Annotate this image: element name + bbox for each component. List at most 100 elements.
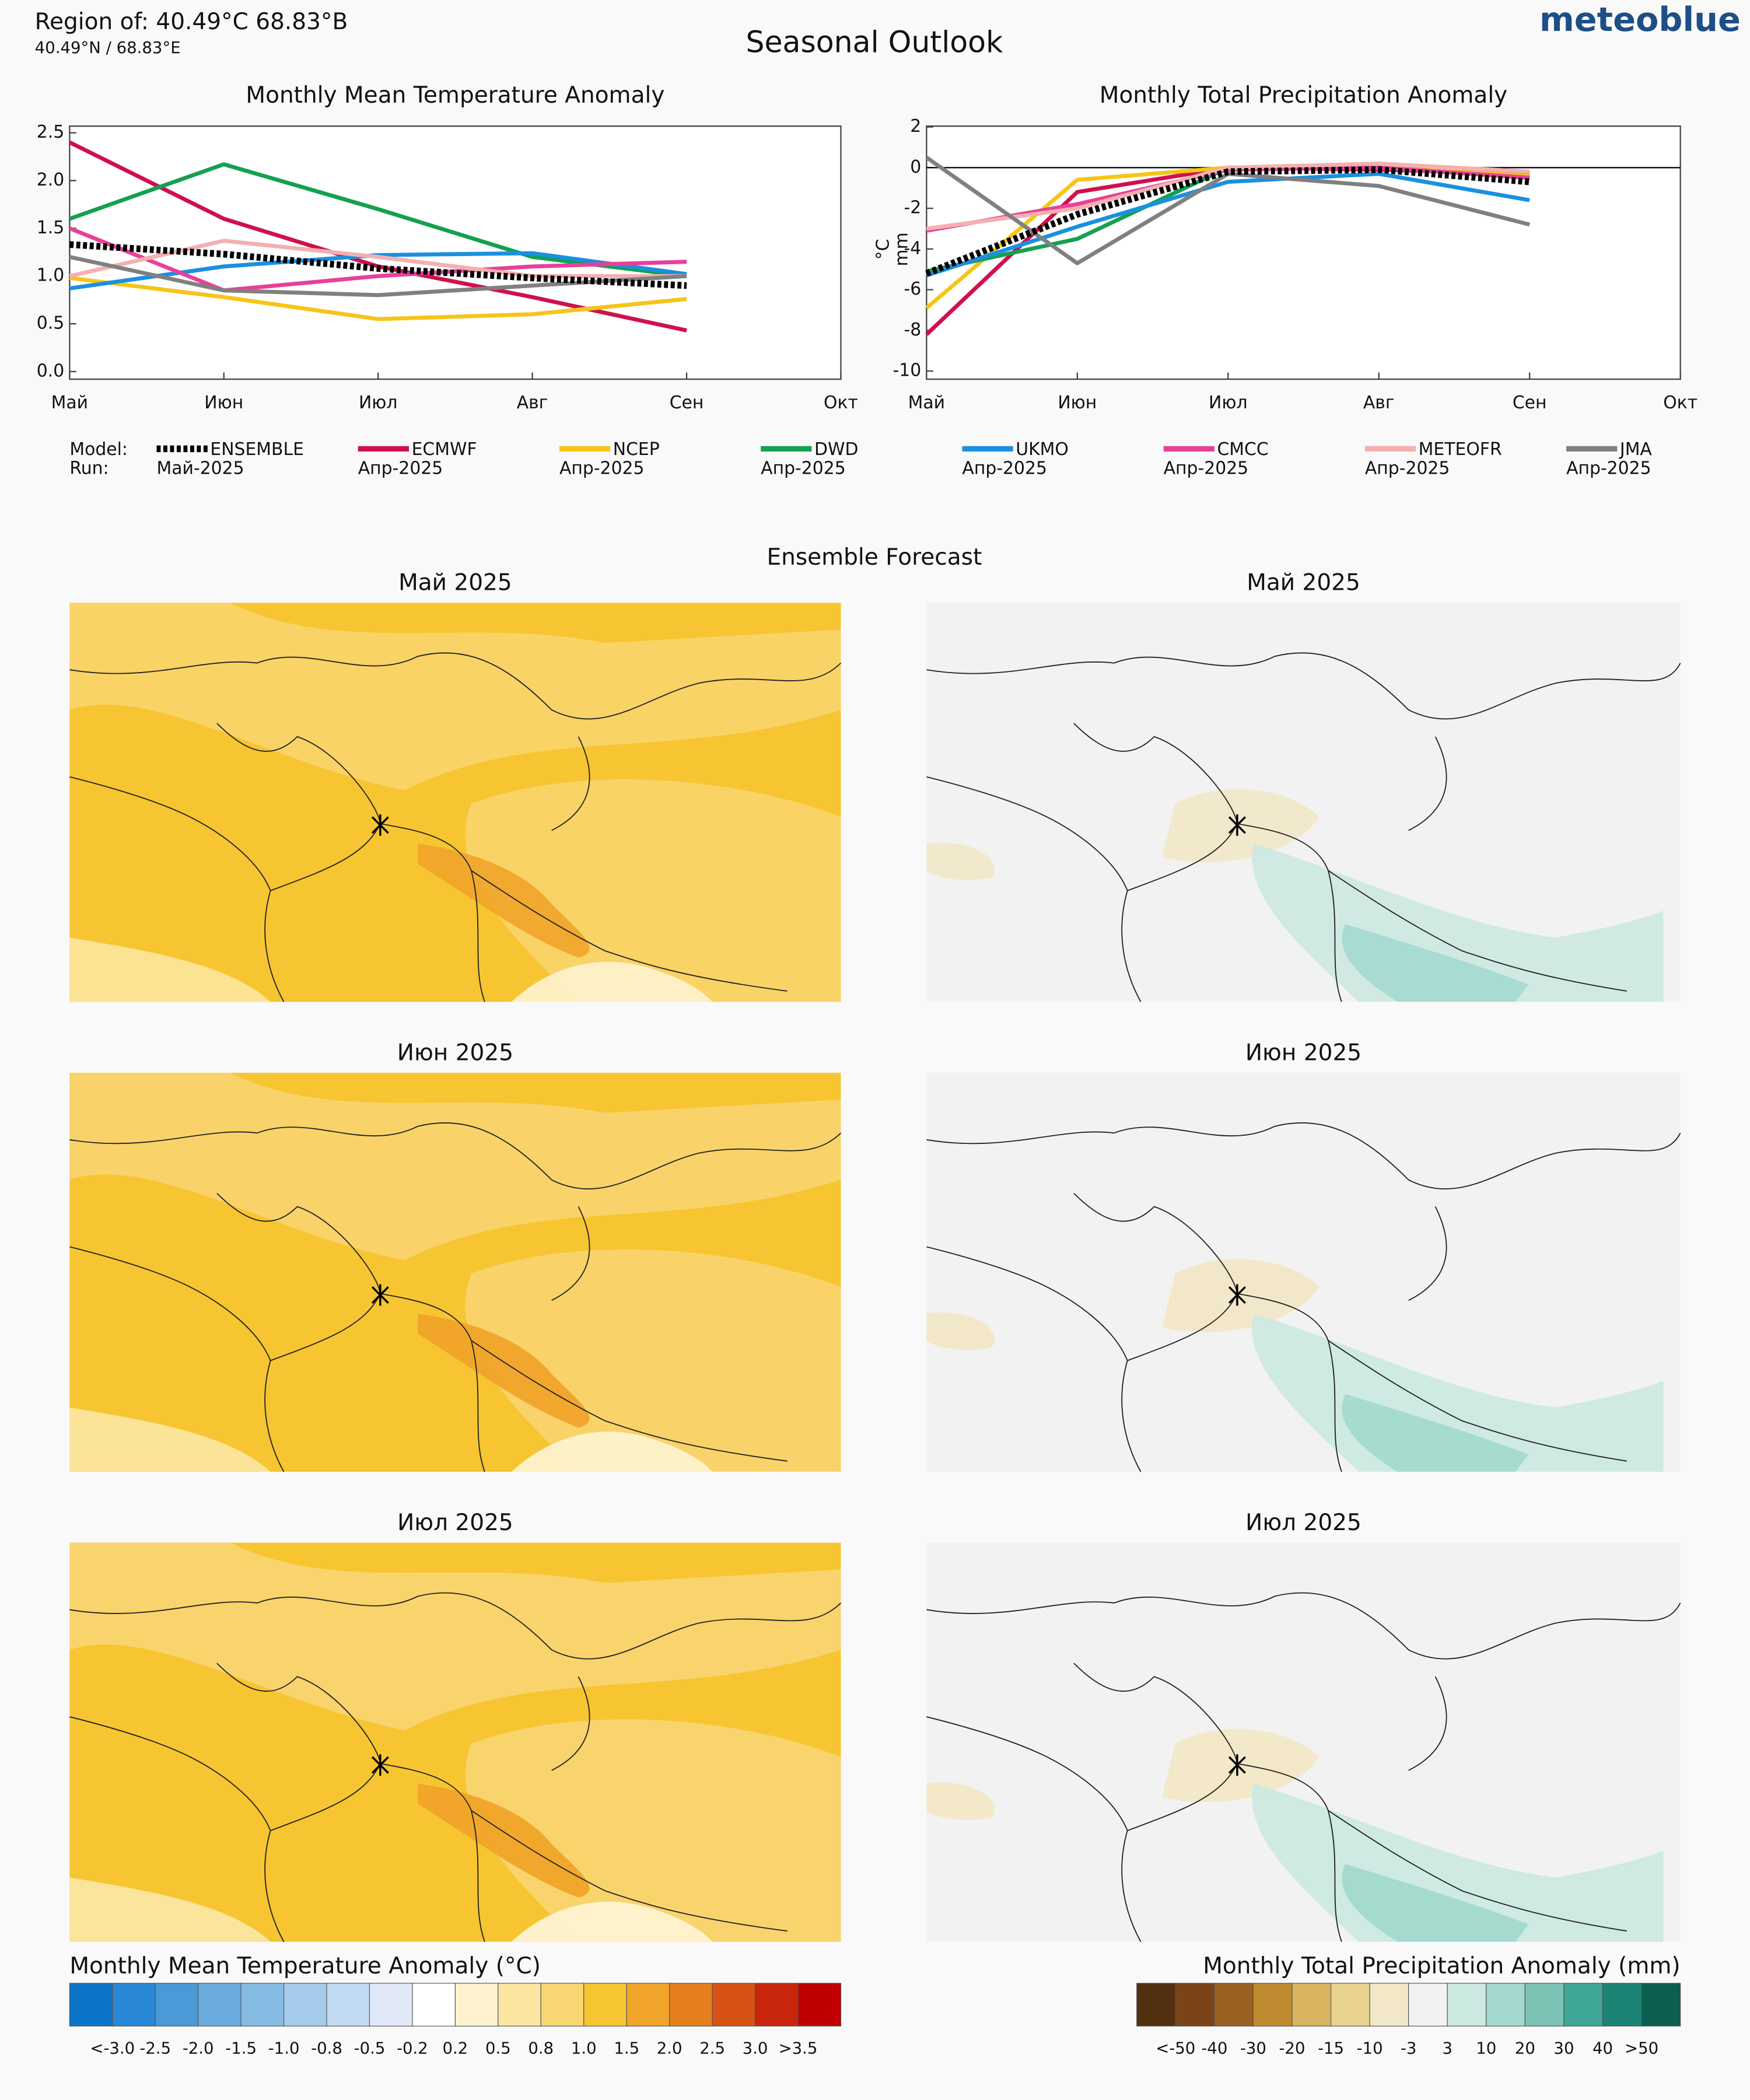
map-area	[1162, 1728, 1320, 1803]
colorbar-label: 0.8	[528, 2039, 554, 2057]
x-tick-label: Июн	[1058, 393, 1097, 413]
colorbar-label: >3.5	[779, 2039, 818, 2057]
brand: meteoblue	[1539, 0, 1741, 39]
map-title: Июл 2025	[1245, 1510, 1362, 1536]
legend-name: CMCC	[1217, 439, 1268, 460]
legend-run: Апр-2025	[1164, 458, 1249, 478]
chart-title: Monthly Total Precipitation Anomaly	[1100, 82, 1508, 108]
y-tick-label: 0.0	[37, 360, 64, 381]
map-area	[1342, 1864, 1529, 1942]
map	[926, 1073, 1681, 1472]
y-tick-label: 0	[910, 157, 921, 177]
colorbar-label: -0.8	[311, 2039, 342, 2057]
map-area	[926, 1782, 995, 1820]
x-tick-label: Окт	[824, 393, 858, 413]
map-area	[69, 1407, 271, 1472]
map-area	[511, 961, 713, 1002]
colorbar-label: -1.0	[268, 2039, 300, 2057]
colorbar-swatch	[1136, 1983, 1176, 2027]
colorbar-swatch	[1641, 1983, 1681, 2027]
location-marker	[1228, 1284, 1246, 1306]
colorbar-label: -0.5	[354, 2039, 386, 2057]
colorbar-swatch	[1330, 1983, 1370, 2027]
colorbar-swatch	[1292, 1983, 1332, 2027]
legend-run: Апр-2025	[761, 458, 846, 478]
y-tick-label: -4	[904, 238, 921, 258]
map-area	[69, 1542, 841, 1731]
colorbar-label: 2.5	[699, 2039, 725, 2057]
series-line	[925, 166, 1530, 277]
y-tick-label: -10	[892, 360, 921, 381]
map-area	[1342, 924, 1529, 1002]
colorbar-label: 10	[1476, 2039, 1496, 2057]
map	[69, 1542, 842, 1943]
map-area	[926, 842, 995, 880]
colorbar-swatch	[712, 1983, 756, 2027]
colorbar-swatch	[326, 1983, 370, 2027]
map-area	[511, 1901, 713, 1942]
run-label: Run:	[69, 458, 108, 478]
title: Seasonal Outlook	[746, 25, 1003, 60]
legend-run: Май-2025	[157, 458, 244, 478]
map-title: Май 2025	[398, 570, 512, 596]
series-line	[926, 162, 1530, 231]
colorbar-swatch	[454, 1983, 499, 2027]
location-marker	[371, 1284, 389, 1306]
region: Region of: 40.49°C 68.83°B	[35, 9, 348, 35]
legend-name: METEOFR	[1419, 439, 1502, 460]
colorbar-label: <-3.0	[90, 2039, 135, 2057]
colorbar-swatch	[754, 1983, 799, 2027]
colorbar-label: 1.0	[571, 2039, 597, 2057]
colorbar-label: 30	[1553, 2039, 1574, 2057]
x-tick-label: Май	[51, 393, 88, 413]
legend-run: Апр-2025	[1365, 458, 1450, 478]
colorbar-label: -30	[1240, 2039, 1266, 2057]
legend-run: Апр-2025	[358, 458, 443, 478]
location-marker	[1228, 1754, 1246, 1776]
colorbar-label: -20	[1279, 2039, 1306, 2057]
model-label: Model:	[69, 439, 128, 460]
colorbar-label: -3	[1401, 2039, 1416, 2057]
colorbar-swatch	[412, 1983, 456, 2027]
map	[926, 1542, 1681, 1943]
colorbar-label: 1.5	[614, 2039, 639, 2057]
map-area	[69, 603, 841, 790]
map-area	[418, 844, 590, 958]
colorbar-label: -40	[1201, 2039, 1227, 2057]
series-line	[69, 276, 687, 321]
map-title: Июл 2025	[397, 1510, 513, 1536]
map-area	[1342, 1394, 1529, 1472]
colorbar-swatch	[1602, 1983, 1642, 2027]
x-tick-label: Сен	[670, 393, 704, 413]
map-area	[418, 1783, 590, 1898]
colorbar-swatch	[540, 1983, 584, 2027]
map-area	[69, 1877, 271, 1942]
legend-name: JMA	[1619, 439, 1653, 460]
colorbar-swatch	[1175, 1983, 1215, 2027]
colorbar-label: -2.0	[183, 2039, 214, 2057]
colorbar-label: 3.0	[743, 2039, 768, 2057]
y-tick-label: 1.0	[37, 265, 64, 286]
colorbar-swatch	[1524, 1983, 1564, 2027]
map-area	[926, 1312, 995, 1350]
colorbar-swatch	[240, 1983, 285, 2027]
colorbar-swatch	[112, 1983, 156, 2027]
y-tick-label: -2	[904, 198, 921, 218]
y-tick-label: 1.5	[37, 218, 64, 238]
colorbar-label: 3	[1442, 2039, 1452, 2057]
colorbar-label: <-50	[1156, 2039, 1195, 2057]
colorbar-swatch	[369, 1983, 413, 2027]
series-line	[69, 226, 687, 293]
x-tick-label: Авг	[517, 393, 548, 413]
colorbar-swatch	[583, 1983, 627, 2027]
x-tick-label: Июл	[1209, 393, 1248, 413]
colorbar-label: >50	[1625, 2039, 1658, 2057]
colorbar-swatch	[626, 1983, 670, 2027]
colorbar-label: 20	[1515, 2039, 1535, 2057]
colorbar-title: Monthly Mean Temperature Anomaly (°C)	[69, 1953, 541, 1979]
location-marker	[371, 814, 389, 836]
map-area	[69, 937, 271, 1002]
legend-run: Апр-2025	[1566, 458, 1651, 478]
legend-name: NCEP	[613, 439, 660, 460]
